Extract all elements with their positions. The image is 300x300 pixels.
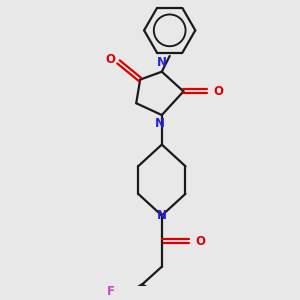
Text: O: O <box>195 235 205 248</box>
Text: N: N <box>155 117 165 130</box>
Text: O: O <box>105 53 115 66</box>
Text: F: F <box>106 285 114 298</box>
Text: N: N <box>157 209 167 222</box>
Text: N: N <box>157 56 167 69</box>
Text: O: O <box>213 85 223 98</box>
